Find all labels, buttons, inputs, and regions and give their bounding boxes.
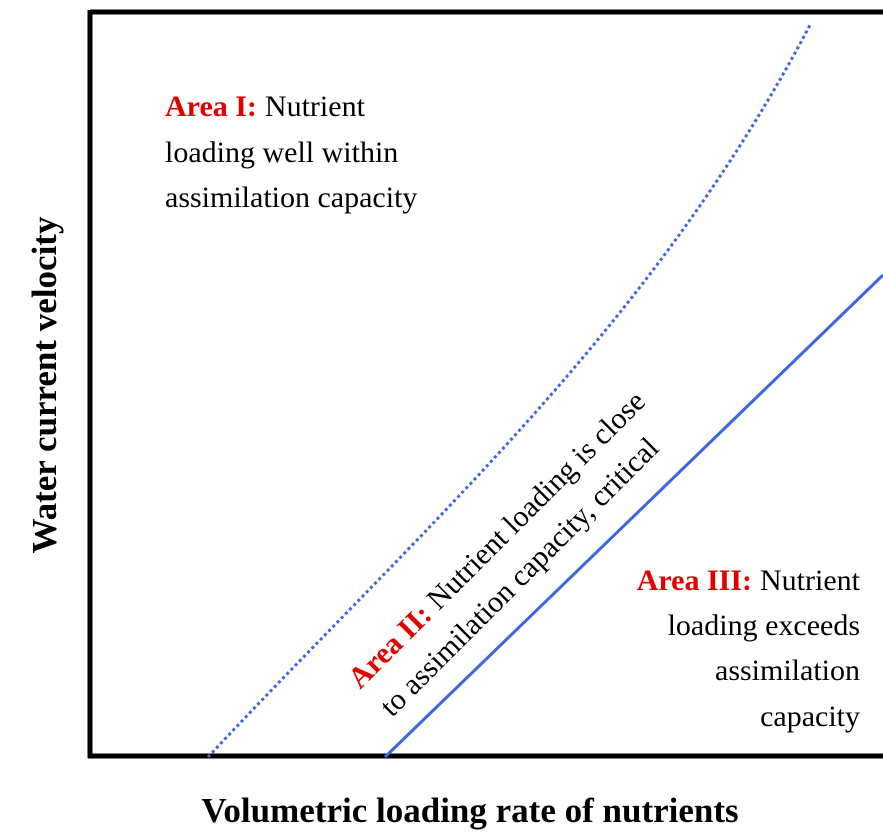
plot-frame <box>87 9 883 759</box>
area-line: capacity <box>760 700 860 733</box>
area-line: loading well within <box>165 136 398 169</box>
area-line: to assimilation capacity, critical <box>374 431 666 723</box>
area-text: Area I: Nutrient <box>165 90 366 123</box>
solid-boundary <box>383 273 883 759</box>
area-line: loading exceeds <box>668 609 860 642</box>
y-axis-label: Water current velocity <box>25 216 64 553</box>
x-axis-label: Volumetric loading rate of nutrients <box>201 791 738 830</box>
area-line: Nutrient <box>265 90 366 123</box>
area-line: Nutrient <box>760 564 861 597</box>
area-label: Area I: <box>165 90 257 123</box>
area-line: assimilation <box>715 654 860 687</box>
area-line: assimilation capacity <box>165 181 417 214</box>
area-label: Area III: <box>637 564 752 597</box>
area-text: Area III: Nutrient <box>637 564 861 597</box>
dotted-boundary <box>206 24 812 759</box>
